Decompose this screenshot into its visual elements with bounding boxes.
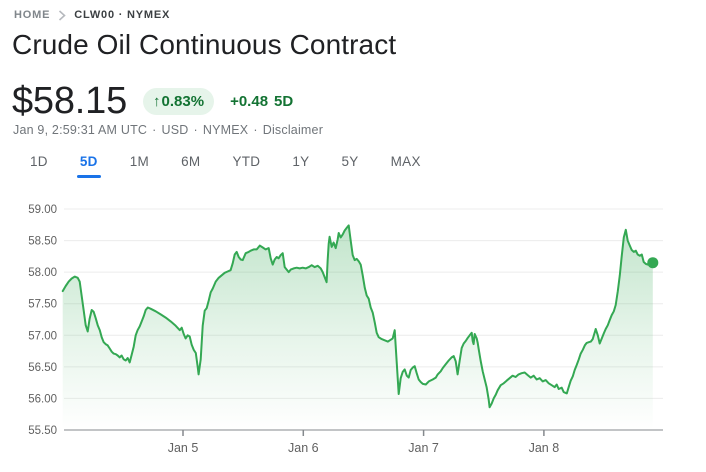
y-axis-label: 57.00 bbox=[28, 330, 57, 342]
tab-5d[interactable]: 5D bbox=[76, 154, 101, 178]
tab-6m[interactable]: 6M bbox=[181, 154, 201, 169]
x-axis-label: Jan 5 bbox=[168, 441, 199, 455]
chart-area: 59.00 58.50 58.00 57.50 57.00 56.50 56.00 55.50… bbox=[0, 195, 706, 467]
separator-dot: · bbox=[253, 123, 258, 137]
breadcrumb-home-link[interactable]: HOME bbox=[14, 9, 51, 21]
change-absolute-value: +0.48 bbox=[230, 93, 269, 110]
y-axis-label: 57.50 bbox=[28, 299, 57, 311]
price-chart[interactable]: 59.00 58.50 58.00 57.50 57.00 56.50 56.00 55.50… bbox=[0, 195, 706, 467]
breadcrumb: HOME CLW00 · NYMEX bbox=[14, 9, 170, 21]
quote-row: $58.15 ↑ 0.83% +0.48 5D bbox=[12, 80, 293, 123]
breadcrumb-chevron-icon bbox=[58, 9, 66, 21]
time-range-tabs: 1D 5D 1M 6M YTD 1Y 5Y MAX bbox=[30, 154, 421, 178]
x-axis-label: Jan 6 bbox=[288, 441, 319, 455]
page-title: Crude Oil Continuous Contract bbox=[12, 29, 397, 60]
current-price: $58.15 bbox=[12, 80, 128, 122]
disclaimer-link[interactable]: Disclaimer bbox=[262, 123, 324, 137]
x-axis-label: Jan 8 bbox=[529, 441, 560, 455]
tab-ytd[interactable]: YTD bbox=[232, 154, 261, 169]
price-area-fill bbox=[62, 225, 653, 430]
quote-exchange: NYMEX bbox=[202, 123, 249, 137]
change-period-label: 5D bbox=[274, 93, 294, 110]
separator-dot: · bbox=[193, 123, 198, 137]
y-axis-label: 55.50 bbox=[28, 425, 57, 437]
quote-currency: USD bbox=[161, 123, 189, 137]
price-line bbox=[61, 224, 654, 409]
tab-max[interactable]: MAX bbox=[390, 154, 421, 169]
y-axis-label: 58.50 bbox=[28, 236, 57, 248]
quote-timestamp: Jan 9, 2:59:31 AM UTC bbox=[13, 123, 148, 137]
latest-price-dot bbox=[647, 257, 659, 269]
y-axis-label: 56.00 bbox=[28, 393, 57, 405]
y-axis-label: 56.50 bbox=[28, 362, 57, 374]
tab-5y[interactable]: 5Y bbox=[341, 154, 359, 169]
breadcrumb-symbol: CLW00 · NYMEX bbox=[74, 9, 171, 21]
up-arrow-icon: ↑ bbox=[153, 93, 161, 110]
y-axis-label: 58.00 bbox=[28, 267, 57, 279]
y-axis-label: 59.00 bbox=[28, 204, 57, 216]
tab-1y[interactable]: 1Y bbox=[292, 154, 310, 169]
change-absolute: +0.48 5D bbox=[230, 93, 293, 110]
x-axis-label: Jan 7 bbox=[408, 441, 439, 455]
separator-dot: · bbox=[152, 123, 157, 137]
quote-meta: Jan 9, 2:59:31 AM UTC · USD · NYMEX · Disclaim… bbox=[13, 123, 323, 137]
tab-1d[interactable]: 1D bbox=[30, 154, 48, 169]
change-percent-badge: ↑ 0.83% bbox=[143, 88, 215, 115]
tab-1m[interactable]: 1M bbox=[129, 154, 150, 169]
change-percent-value: 0.83% bbox=[161, 93, 205, 110]
